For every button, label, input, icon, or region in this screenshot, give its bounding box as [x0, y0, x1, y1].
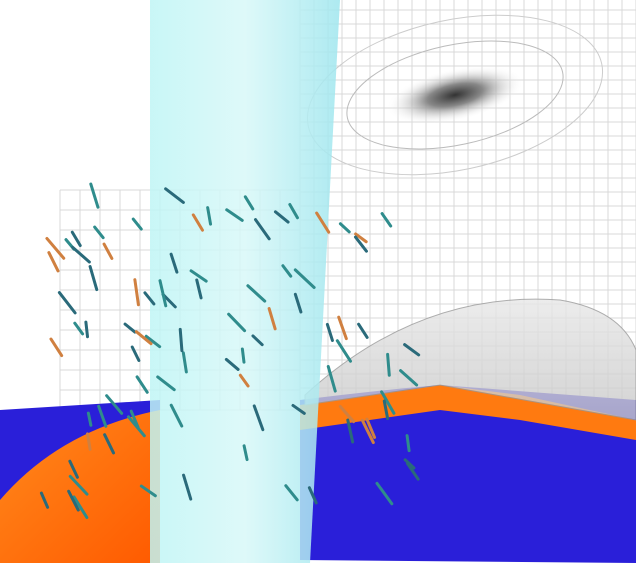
vector-arrow [284, 484, 299, 502]
vector-arrow [405, 462, 420, 481]
vector-arrow [403, 458, 416, 470]
vector-arrow [164, 187, 185, 204]
vector-arrow [338, 404, 356, 424]
vector-arrow [281, 264, 293, 278]
vector-arrow [134, 330, 153, 346]
vector-arrow [67, 489, 80, 512]
vector-arrow [251, 334, 264, 347]
vector-arrow [382, 399, 390, 421]
vector-arrow [191, 213, 204, 232]
vector-arrow [158, 279, 168, 308]
vector-arrow [72, 495, 89, 519]
vector-arrow [130, 345, 141, 362]
vector-arrow [47, 251, 60, 273]
vector-arrow [293, 268, 316, 290]
vector-arrow [129, 409, 140, 429]
vector-arrow [182, 473, 193, 501]
vector-arrow [354, 232, 368, 244]
vector-arrow [70, 230, 82, 248]
vector-arrow [181, 351, 188, 374]
vector-arrow [68, 459, 79, 479]
vector-arrow [169, 252, 179, 274]
vector-arrow [73, 321, 85, 336]
vector-arrow [238, 373, 250, 388]
vector-arrow [273, 210, 290, 224]
vector-arrow [103, 433, 116, 455]
vector-arrow [337, 315, 348, 341]
vector-arrow [307, 486, 318, 505]
vector-arrow [49, 337, 64, 358]
vector-arrow [86, 432, 92, 451]
vector-arrow [375, 481, 394, 506]
blue-surface [300, 385, 636, 563]
vector-arrow [252, 404, 265, 432]
vector-arrow [293, 292, 303, 314]
vector-arrow [133, 278, 140, 307]
vector-arrow [365, 417, 377, 439]
vector-arrow [84, 320, 90, 339]
vector-arrow [45, 236, 66, 260]
vector-arrow [357, 322, 369, 339]
vector-arrow [288, 203, 299, 220]
vector-arrow [97, 404, 108, 428]
vector-arrow [131, 217, 143, 231]
vector-arrow [267, 307, 277, 331]
vector-arrow [71, 245, 91, 264]
vector-arrow [169, 403, 184, 428]
vector-arrow [102, 242, 114, 260]
vector-arrow [242, 444, 249, 462]
vortex [386, 65, 524, 125]
vector-arrow [246, 284, 267, 303]
vector-arrow [57, 291, 77, 315]
vector-arrow [105, 394, 124, 415]
vector-arrow [325, 322, 334, 342]
vector-arrow [399, 369, 419, 387]
vector-arrow [224, 357, 240, 371]
vector-arrow [88, 265, 99, 292]
vector-arrow [68, 474, 89, 496]
vector-arrow [326, 364, 337, 393]
vector-arrow [189, 269, 208, 283]
vector-arrow [405, 434, 411, 453]
vector-arrow [144, 334, 162, 349]
vector-arrow [240, 347, 246, 364]
vector-arrow [86, 411, 93, 427]
vector-arrow [178, 327, 184, 353]
dome [304, 298, 636, 421]
vector-arrow [315, 211, 331, 234]
vector-arrow [243, 195, 255, 211]
vector-arrow [206, 206, 213, 226]
vector-arrow [225, 208, 244, 222]
vector-arrow [89, 182, 100, 209]
vector-arrow [291, 403, 306, 415]
vector-arrow [360, 418, 375, 445]
vector-field [39, 182, 421, 519]
vector-arrow [386, 352, 391, 377]
vortex-ring [346, 40, 564, 150]
vector-arrow [346, 418, 355, 444]
vector-arrow [143, 291, 156, 306]
vector-arrow [254, 218, 271, 241]
vector-arrow [380, 212, 393, 228]
vector-arrow [380, 390, 396, 415]
vector-arrow [156, 375, 176, 392]
vector-arrow [93, 225, 105, 240]
vector-arrow [195, 278, 203, 300]
vector-arrow [338, 222, 351, 234]
vector-arrow [353, 235, 368, 253]
vector-arrow [403, 343, 421, 357]
vector-arrow [135, 375, 149, 394]
vector-arrow [123, 322, 137, 334]
vector-arrow [227, 312, 247, 333]
vector-arrow [139, 484, 157, 498]
vector-arrow [39, 491, 50, 509]
vector-arrow [335, 339, 352, 363]
slice-plane [150, 0, 340, 563]
